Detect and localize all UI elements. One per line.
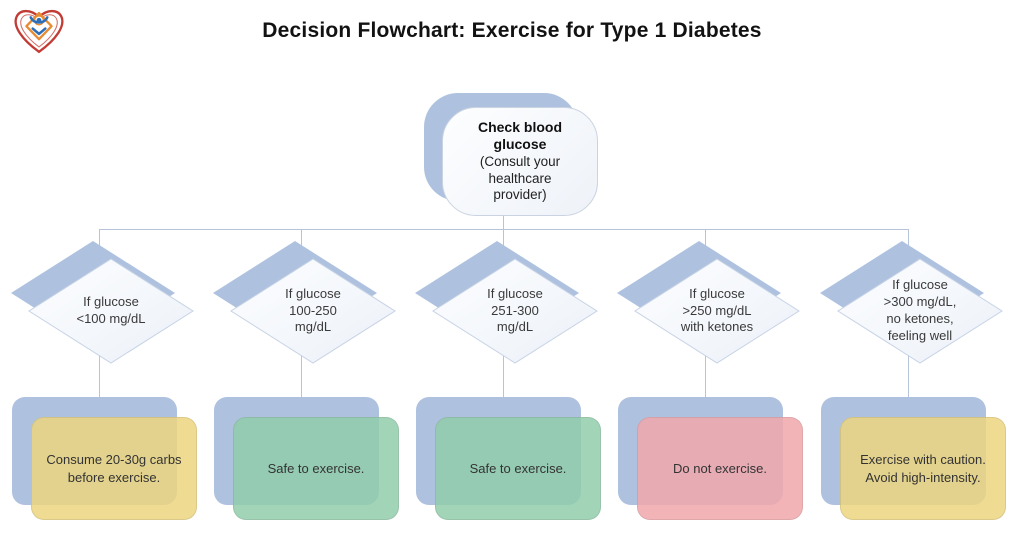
heart-logo-icon — [14, 9, 64, 54]
diamond-face — [230, 258, 396, 364]
decision-diamond — [617, 241, 800, 364]
outcome-card: Safe to exercise. — [435, 417, 601, 520]
decision-diamond — [11, 241, 194, 364]
connector-line — [503, 348, 504, 401]
outcome-label: Consume 20-30g carbs before exercise. — [46, 451, 182, 485]
outcome-label: Safe to exercise. — [469, 460, 567, 476]
outcome-label: Do not exercise. — [673, 460, 767, 476]
decision-diamond — [415, 241, 598, 364]
decision-diamond — [213, 241, 396, 364]
condition-label: If glucose <100 mg/dL — [76, 294, 146, 326]
connector-horizontal — [99, 229, 909, 230]
flowchart-title: Decision Flowchart: Exercise for Type 1 … — [262, 19, 762, 42]
outcome-label: Safe to exercise. — [267, 460, 365, 476]
condition-label: If glucose >300 mg/dL, no ketones, feeli… — [883, 277, 957, 343]
diamond-face — [432, 258, 598, 364]
root-node: Check blood glucose (Consult your health… — [442, 107, 598, 216]
outcome-label: Exercise with caution. Avoid high-intens… — [860, 451, 986, 485]
diamond-face — [837, 258, 1003, 364]
diamond-face — [634, 258, 800, 364]
outcome-card: Do not exercise. — [637, 417, 803, 520]
heart-health-logo — [8, 3, 70, 63]
outcome-card: Exercise with caution. Avoid high-intens… — [840, 417, 1006, 520]
connector-line — [908, 348, 909, 401]
root-node-title: Check blood glucose — [477, 118, 562, 153]
diamond-face — [28, 258, 194, 364]
outcome-card: Safe to exercise. — [233, 417, 399, 520]
connector-root-stub — [503, 211, 504, 230]
decision-diamond — [820, 241, 1003, 364]
connector-line — [301, 348, 302, 401]
condition-label: If glucose 251-300 mg/dL — [487, 285, 543, 335]
condition-label: If glucose >250 mg/dL with ketones — [680, 285, 754, 335]
connector-line — [705, 348, 706, 401]
root-node-subtitle: (Consult your healthcare provider) — [479, 153, 561, 203]
connector-line — [99, 348, 100, 401]
outcome-card: Consume 20-30g carbs before exercise. — [31, 417, 197, 520]
condition-label: If glucose 100-250 mg/dL — [285, 285, 341, 335]
